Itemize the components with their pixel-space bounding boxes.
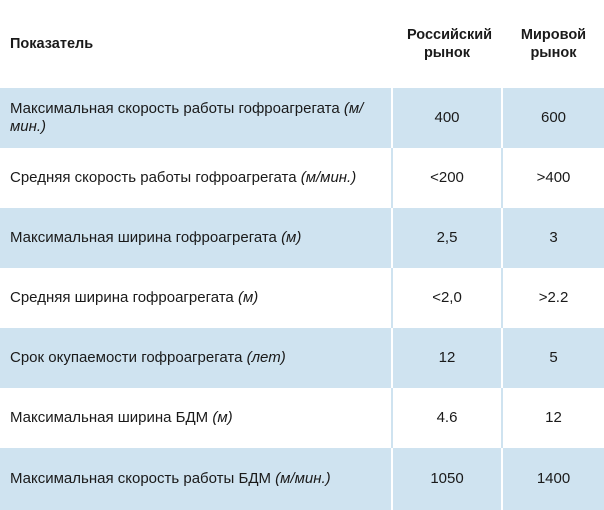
- table-row: Максимальная ширина гофроагрегата (м) 2,…: [0, 208, 604, 268]
- row-unit: (м/мин.): [300, 169, 357, 186]
- row-unit: (м): [281, 229, 302, 246]
- row-label-cell: Средняя скорость работы гофроагрегата (м…: [0, 148, 391, 208]
- row-unit: (лет): [246, 349, 286, 366]
- russia-value: 4.6: [391, 388, 501, 448]
- row-label: Максимальная скорость работы гофроагрега…: [10, 100, 340, 117]
- table-row: Средняя скорость работы гофроагрегата (м…: [0, 148, 604, 208]
- comparison-table-container: Показатель Российский рынок Мировой рыно…: [0, 27, 604, 510]
- russia-value: <200: [391, 148, 501, 208]
- header-world-market: Мировой рынок: [501, 0, 604, 88]
- row-unit: (м): [237, 289, 259, 306]
- row-label-cell: Максимальная ширина гофроагрегата (м): [0, 208, 391, 268]
- world-value: >400: [501, 148, 604, 208]
- russia-value: 12: [391, 328, 501, 388]
- row-label: Максимальная ширина БДМ: [10, 409, 209, 426]
- row-label-cell: Максимальная скорость работы БДМ (м/мин.…: [0, 448, 391, 510]
- row-label: Средняя ширина гофроагрегата: [10, 289, 234, 306]
- row-label-cell: Средняя ширина гофроагрегата (м): [0, 268, 391, 328]
- table-row: Срок окупаемости гофроагрегата (лет) 12 …: [0, 328, 604, 388]
- row-label: Средняя скорость работы гофроагрегата: [10, 169, 297, 186]
- world-value: >2.2: [501, 268, 604, 328]
- row-unit: (м/мин.): [275, 470, 331, 487]
- russia-value: 1050: [391, 448, 501, 510]
- row-label-cell: Максимальная скорость работы гофроагрега…: [0, 88, 391, 148]
- table-row: Максимальная скорость работы гофроагрега…: [0, 88, 604, 148]
- table-header-row: Показатель Российский рынок Мировой рыно…: [0, 0, 604, 88]
- row-unit: (м): [212, 409, 233, 426]
- row-label: Максимальная ширина гофроагрегата: [10, 229, 277, 246]
- row-label-cell: Срок окупаемости гофроагрегата (лет): [0, 328, 391, 388]
- row-label-cell: Максимальная ширина БДМ (м): [0, 388, 391, 448]
- russia-value: 400: [391, 88, 501, 148]
- table-row: Максимальная скорость работы БДМ (м/мин.…: [0, 448, 604, 510]
- table-row: Максимальная ширина БДМ (м) 4.6 12: [0, 388, 604, 448]
- world-value: 600: [501, 88, 604, 148]
- header-indicator: Показатель: [10, 36, 94, 52]
- row-unit: (м/мин.): [10, 100, 364, 135]
- header-russian-market: Российский рынок: [391, 0, 501, 88]
- world-value: 3: [501, 208, 604, 268]
- row-label: Максимальная скорость работы БДМ: [10, 470, 271, 487]
- table-row: Средняя ширина гофроагрегата (м) <2,0 >2…: [0, 268, 604, 328]
- russia-value: <2,0: [391, 268, 501, 328]
- russia-value: 2,5: [391, 208, 501, 268]
- row-label: Срок окупаемости гофроагрегата: [10, 349, 243, 366]
- world-value: 1400: [501, 448, 604, 510]
- world-value: 12: [501, 388, 604, 448]
- world-value: 5: [501, 328, 604, 388]
